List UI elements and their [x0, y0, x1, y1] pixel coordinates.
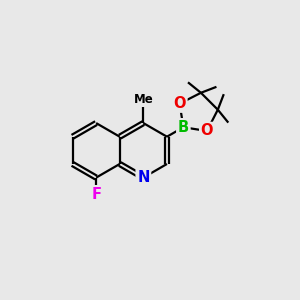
Text: F: F	[91, 187, 101, 202]
Text: B: B	[178, 120, 189, 135]
Text: N: N	[137, 170, 149, 185]
Text: O: O	[201, 124, 213, 139]
Text: O: O	[173, 96, 186, 111]
Text: Me: Me	[134, 93, 153, 106]
